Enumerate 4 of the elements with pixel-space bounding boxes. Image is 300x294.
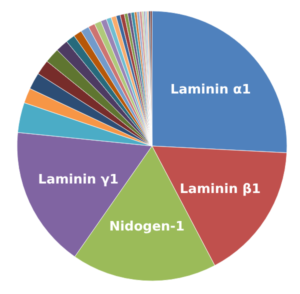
- slice-label: Nidogen-1: [109, 219, 185, 234]
- slice-label: Laminin β1: [180, 182, 261, 198]
- slice-label: Laminin γ1: [38, 172, 119, 188]
- slice-label: Laminin α1: [170, 82, 251, 98]
